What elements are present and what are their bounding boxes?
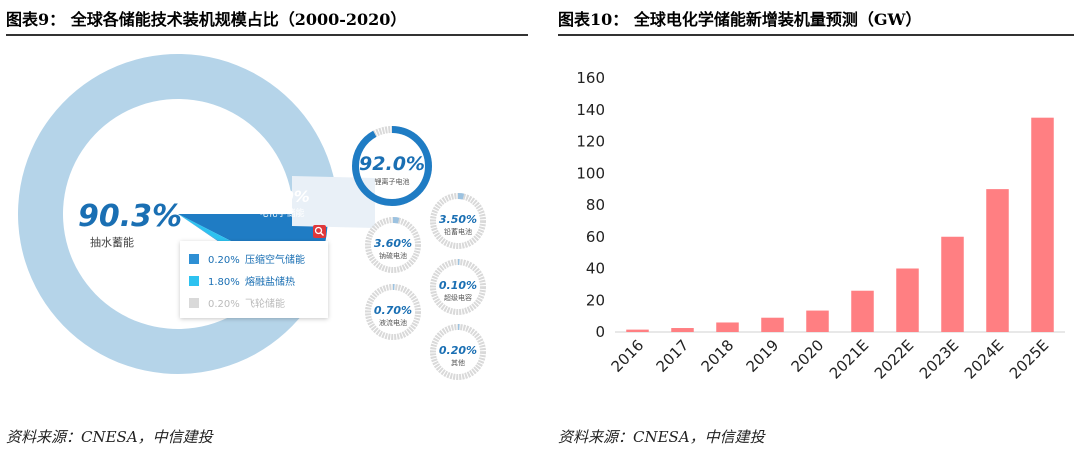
breakdown-bubble-0: 92.0% 锂离子电池 <box>352 126 432 206</box>
bar-2016 <box>626 329 649 332</box>
bubble-label: 其他 <box>451 358 465 367</box>
y-tick-label: 160 <box>576 69 605 87</box>
left-chart-title: 图表9： 全球各储能技术装机规模占比（2000-2020） <box>6 10 407 29</box>
bar-2023E <box>941 236 964 332</box>
main-pct-label: 90.3% 抽水蓄能 <box>78 199 182 249</box>
right-chart-title: 图表10： 全球电化学储能新增装机量预测（GW） <box>558 10 922 29</box>
bubble-label: 液流电池 <box>379 318 407 327</box>
bubble-percent: 0.70% <box>374 304 412 317</box>
left-title-rule <box>6 34 528 36</box>
legend-value-2: 0.20% <box>208 299 240 310</box>
x-tick-label: 2018 <box>698 336 738 376</box>
y-tick-label: 60 <box>586 228 605 246</box>
breakdown-bubble-5: 0.20%其他 <box>430 324 486 380</box>
x-tick-label: 2021E <box>826 336 872 382</box>
legend-value-0: 0.20% <box>208 255 240 266</box>
main-pct-name: 抽水蓄能 <box>90 235 134 249</box>
electro-pct-value: 7.50% <box>254 187 310 206</box>
bubble-label: 锂离子电池 <box>375 177 410 186</box>
y-tick-label: 0 <box>595 323 605 341</box>
y-tick-label: 140 <box>576 101 605 119</box>
x-tick-label: 2024E <box>961 336 1007 382</box>
bar-2020 <box>806 310 829 332</box>
y-tick-label: 20 <box>586 291 605 309</box>
bubble-label: 钠硫电池 <box>379 251 407 260</box>
bar-2025E <box>1031 117 1054 332</box>
bar-2019 <box>761 317 784 332</box>
x-tick-label: 2016 <box>608 336 648 376</box>
bubble-percent: 3.50% <box>439 213 477 226</box>
x-tick-label: 2025E <box>1006 336 1052 382</box>
bar-2022E <box>896 268 919 332</box>
left-source-note: 资料来源：CNESA，中信建投 <box>6 428 213 446</box>
bar-2024E <box>986 189 1009 332</box>
bubble-progress <box>430 324 486 380</box>
bubble-percent: 3.60% <box>374 237 412 250</box>
legend-value-1: 1.80% <box>208 277 240 288</box>
electro-pct-name: 电化学储能 <box>259 207 304 219</box>
bubble-label: 超级电容 <box>444 293 472 302</box>
bubble-progress <box>430 193 486 249</box>
left-pie-chart: 90.3% 抽水蓄能 7.50% 电化学储能 0.20% 压缩空气储能 1.80… <box>17 53 486 380</box>
y-tick-label: 40 <box>586 260 605 278</box>
right-source-note: 资料来源：CNESA，中信建投 <box>558 428 765 446</box>
y-tick-label: 80 <box>586 196 605 214</box>
bubble-progress <box>352 126 432 206</box>
bar-2018 <box>716 322 739 332</box>
bubble-label: 铅蓄电池 <box>444 227 472 236</box>
legend-name-0: 压缩空气储能 <box>245 253 305 266</box>
breakdown-bubble-3: 0.10%超级电容 <box>430 259 486 315</box>
legend-name-2: 飞轮储能 <box>245 297 285 310</box>
x-tick-label: 2017 <box>653 336 693 376</box>
bubble-progress <box>365 217 421 273</box>
bubble-progress <box>365 284 421 340</box>
legend-name-1: 熔融盐储热 <box>245 275 295 288</box>
main-pct-value: 90.3% <box>78 199 182 234</box>
right-title-rule <box>558 34 1074 36</box>
x-tick-label: 2023E <box>916 336 962 382</box>
bubble-percent: 0.20% <box>439 344 477 357</box>
connector-wedge <box>292 176 375 228</box>
bubble-progress <box>430 259 486 315</box>
x-tick-label: 2020 <box>788 336 828 376</box>
x-tick-label: 2019 <box>743 336 783 376</box>
legend-swatch-1 <box>189 276 199 286</box>
breakdown-bubble-4: 0.70%液流电池 <box>365 284 421 340</box>
legend-swatch-0 <box>189 254 199 264</box>
bubble-percent: 92.0% <box>359 153 425 175</box>
legend-swatch-2 <box>189 298 199 308</box>
bubble-percent: 0.10% <box>439 279 477 292</box>
bar-2021E <box>851 290 874 332</box>
bar-2017 <box>671 328 694 332</box>
legend-box: 0.20% 压缩空气储能 1.80% 熔融盐储热 0.20% 飞轮储能 <box>180 241 328 318</box>
breakdown-bubble-1: 3.50%铅蓄电池 <box>430 193 486 249</box>
y-tick-label: 120 <box>576 133 605 151</box>
x-tick-label: 2022E <box>871 336 917 382</box>
magnifier-icon <box>313 225 326 238</box>
y-tick-label: 100 <box>576 164 605 182</box>
breakdown-bubble-2: 3.60%钠硫电池 <box>365 217 421 273</box>
